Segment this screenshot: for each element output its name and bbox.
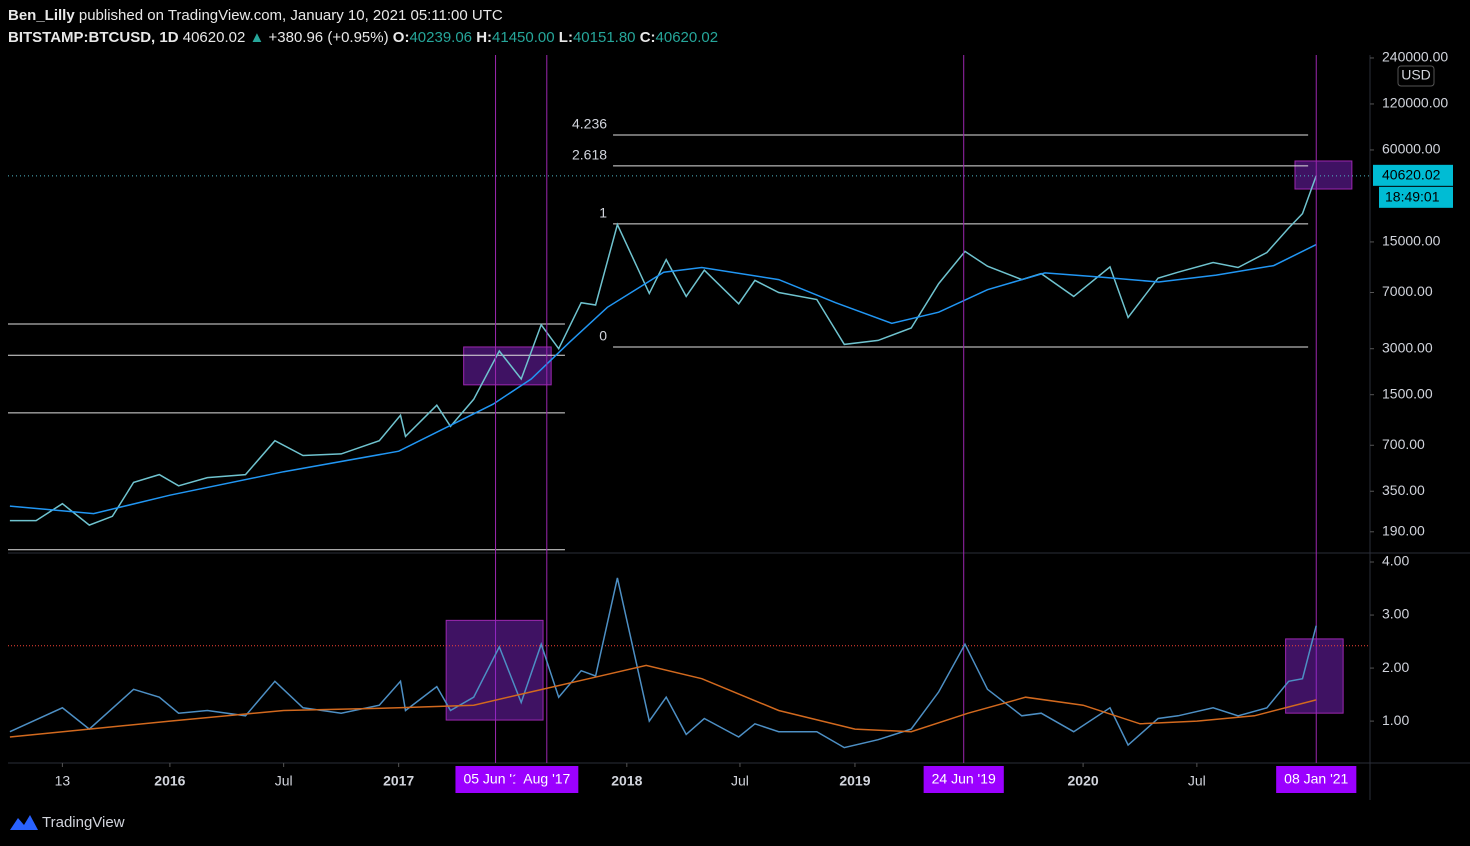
highlight-box <box>1294 160 1353 190</box>
y-tick-label: 1500.00 <box>1382 385 1433 401</box>
y-tick-label: 15000.00 <box>1382 233 1441 249</box>
series-line <box>9 664 1317 738</box>
y-tick-label: 190.00 <box>1382 522 1425 538</box>
fib-label: 2.618 <box>572 147 607 163</box>
marker-label: Aug '17 <box>523 771 570 787</box>
y-tick-label: 350.00 <box>1382 482 1425 498</box>
low-label: L: <box>559 29 573 46</box>
highlight-box <box>463 346 552 386</box>
open-label: O: <box>393 29 410 46</box>
close: 40620.02 <box>656 29 719 46</box>
unit: USD <box>1401 67 1431 83</box>
fib-label: 0 <box>599 328 607 344</box>
x-tick-label: 13 <box>55 773 71 789</box>
fib-label: 1 <box>599 205 607 221</box>
marker-tag: 08 Jan '21 <box>1276 766 1357 793</box>
marker-label: 24 Jun '19 <box>932 771 996 787</box>
countdown-tag <box>1379 186 1453 208</box>
high: 41450.00 <box>492 29 555 46</box>
last-price-tag <box>1373 164 1453 186</box>
y-tick-label: 4.00 <box>1382 553 1409 569</box>
marker-tag-bg <box>1276 766 1357 793</box>
y-tick-label: 3.00 <box>1382 606 1409 622</box>
marker-label: 05 Jun '17 <box>463 771 527 787</box>
series-line <box>9 577 1317 749</box>
publish-line: Ben_Lilly published on TradingView.com, … <box>8 7 503 24</box>
y-tick-label: 7000.00 <box>1382 283 1433 299</box>
x-tick-label: Jul <box>1188 773 1206 789</box>
unit-box <box>1397 65 1435 87</box>
x-tick-label: Jul <box>275 773 293 789</box>
series-line <box>9 243 1317 515</box>
symbol-line: BITSTAMP:BTCUSD, 1D 40620.02 ▲ +380.96 (… <box>8 29 718 46</box>
published: published on TradingView.com, January 10… <box>79 7 503 24</box>
x-tick-label: 2019 <box>839 773 870 789</box>
y-tick-label: 700.00 <box>1382 436 1425 452</box>
author: Ben_Lilly <box>8 7 75 24</box>
y-tick-label: 240000.00 <box>1382 49 1448 65</box>
y-tick-label: 60000.00 <box>1382 141 1441 157</box>
x-tick-label: 2016 <box>154 773 185 789</box>
y-tick-label: 1.00 <box>1382 712 1409 728</box>
brand-logo <box>10 815 38 830</box>
countdown: 18:49:01 <box>1385 189 1440 205</box>
y-tick-label: 120000.00 <box>1382 95 1448 111</box>
low: 40151.80 <box>573 29 636 46</box>
arrow: ▲ <box>249 29 264 46</box>
brand: TradingView <box>42 814 125 831</box>
y-tick-label: 3000.00 <box>1382 339 1433 355</box>
series-line <box>9 175 1317 526</box>
close-label: C: <box>640 29 656 46</box>
x-tick-label: Jul <box>731 773 749 789</box>
marker-label: 08 Jan '21 <box>1284 771 1348 787</box>
high-label: H: <box>476 29 492 46</box>
y-tick-label: 2.00 <box>1382 659 1409 675</box>
marker-tag: 24 Jun '19 <box>923 766 1004 793</box>
change: +380.96 (+0.95%) <box>269 29 389 46</box>
fib-label: 4.236 <box>572 116 607 132</box>
x-tick-label: 2017 <box>383 773 414 789</box>
marker-tag-bg <box>515 766 579 793</box>
x-tick-label: 2020 <box>1068 773 1099 789</box>
highlight-box <box>1285 638 1344 714</box>
marker-tag-bg <box>923 766 1004 793</box>
marker-tag: Aug '17 <box>515 766 579 793</box>
symbol: BITSTAMP:BTCUSD, 1D <box>8 29 179 46</box>
last-price-label: 40620.02 <box>1382 167 1441 183</box>
last: 40620.02 <box>183 29 246 46</box>
open: 40239.06 <box>409 29 472 46</box>
x-tick-label: 2018 <box>611 773 642 789</box>
